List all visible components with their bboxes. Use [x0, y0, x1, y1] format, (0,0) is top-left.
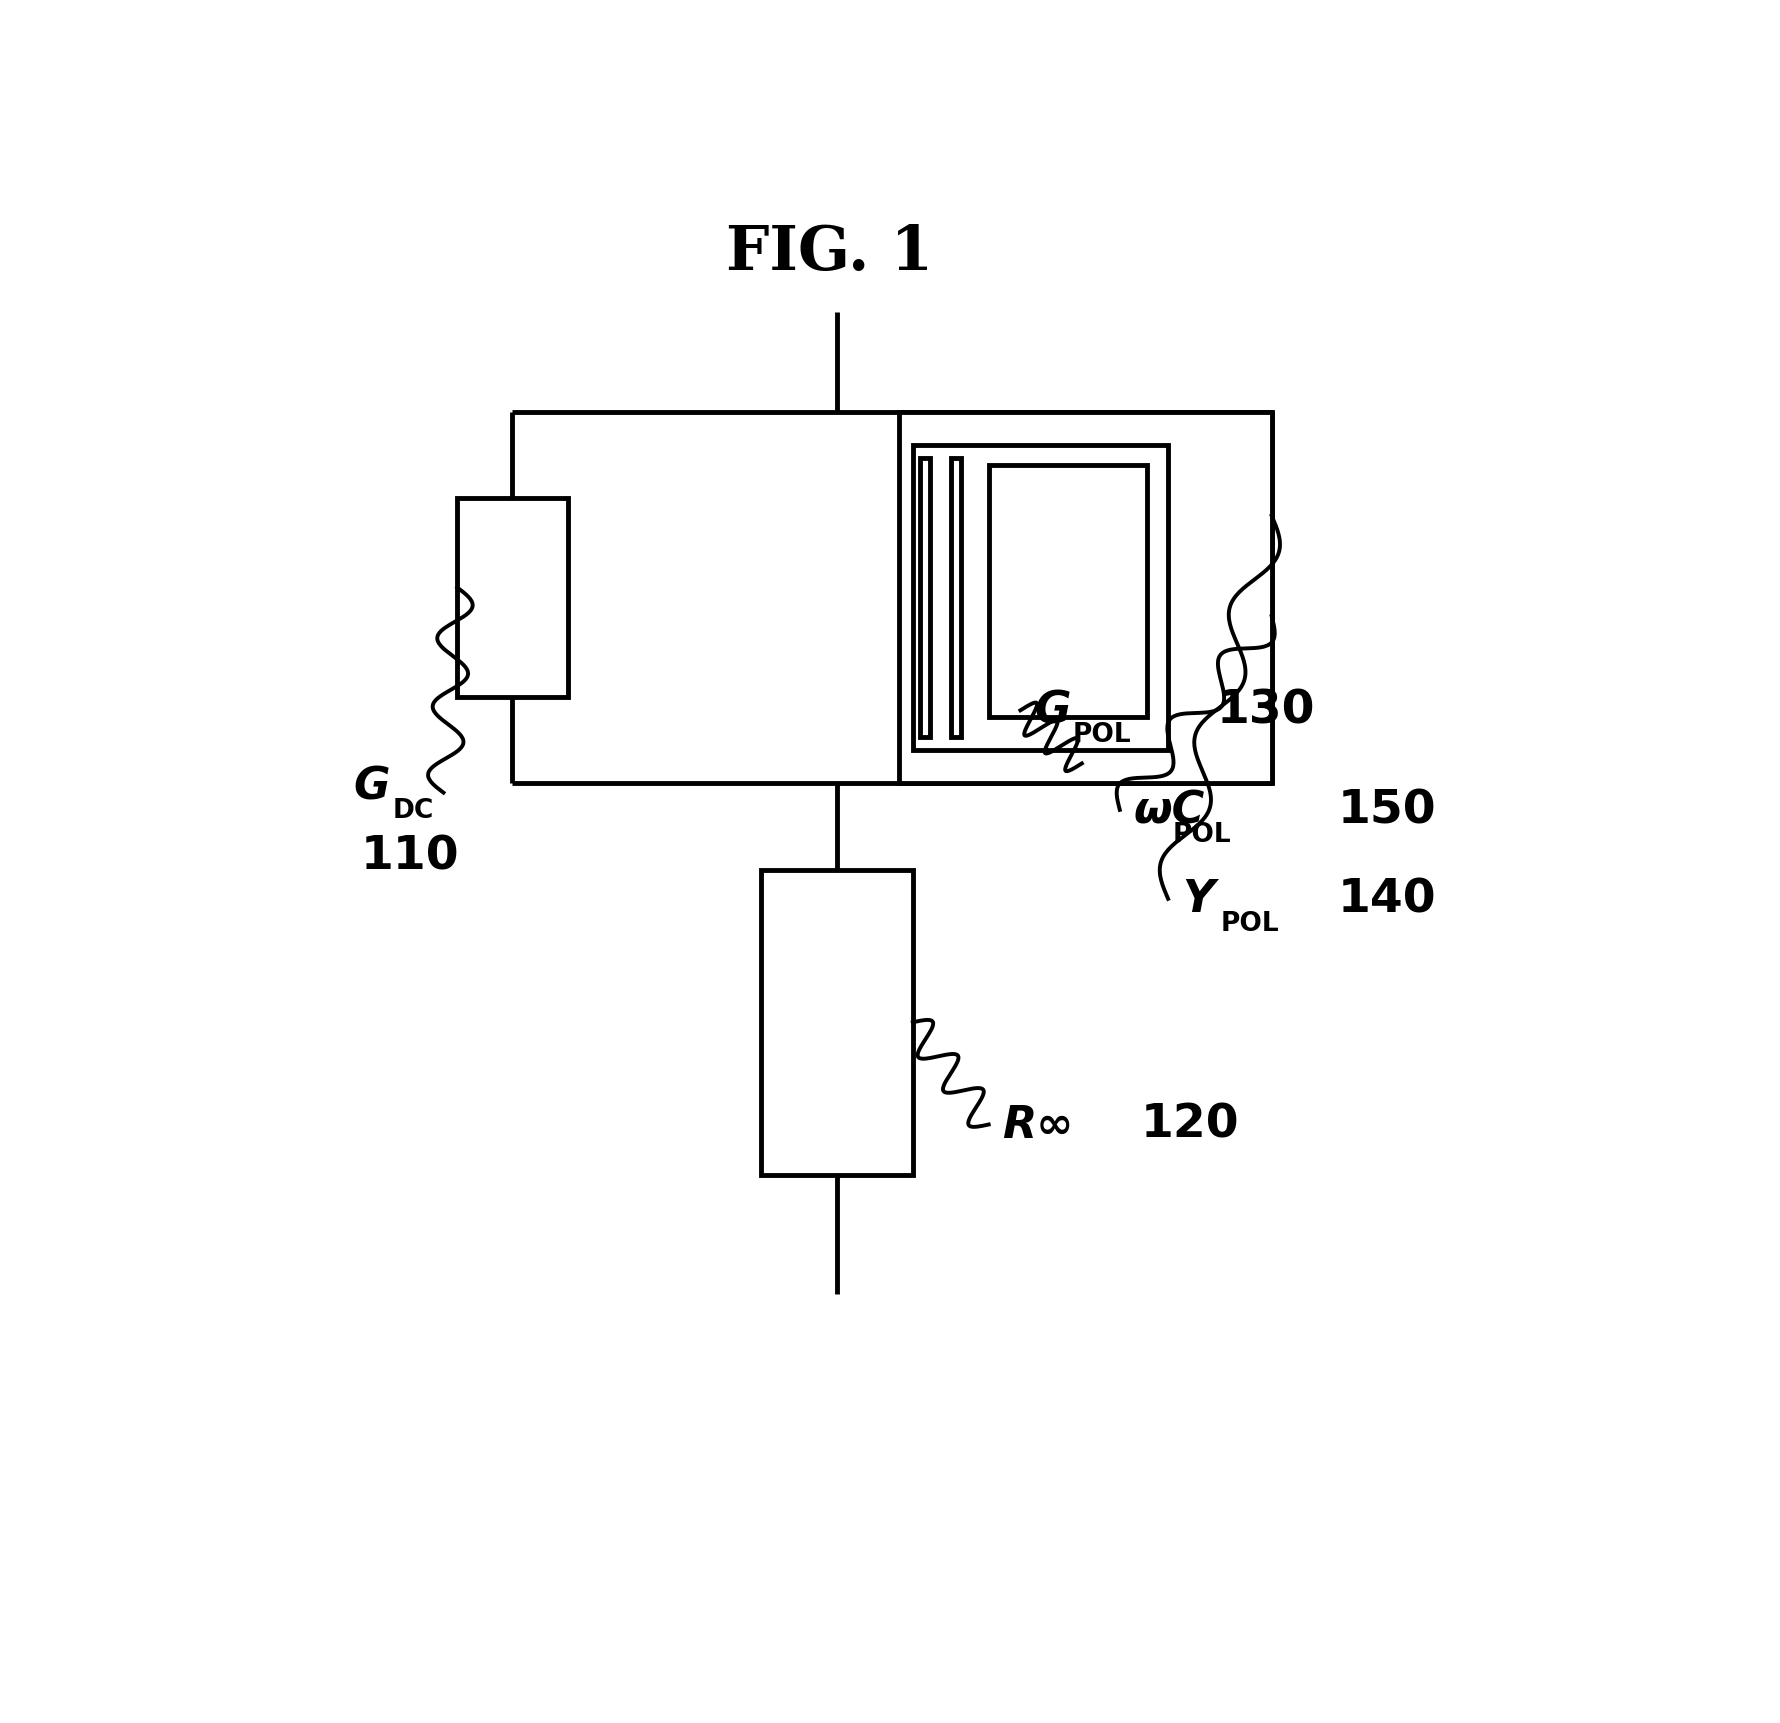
Text: 110: 110 [360, 834, 459, 879]
Bar [457, 498, 568, 698]
Text: POL: POL [1072, 722, 1130, 748]
Text: ωC: ωC [1132, 789, 1205, 832]
Bar [911, 446, 1168, 751]
Bar [760, 870, 911, 1175]
Text: 120: 120 [1139, 1103, 1239, 1148]
Text: 130: 130 [1216, 689, 1314, 734]
Text: G: G [354, 765, 390, 808]
Text: POL: POL [1171, 822, 1230, 848]
Bar [918, 458, 929, 737]
Text: G: G [1034, 689, 1070, 732]
Text: 150: 150 [1337, 787, 1436, 832]
Text: DC: DC [392, 798, 433, 824]
Text: Y: Y [1182, 877, 1214, 920]
Bar [951, 458, 961, 737]
Bar [899, 412, 1271, 784]
Bar [988, 465, 1146, 717]
Text: 140: 140 [1337, 877, 1436, 922]
Text: FIG. 1: FIG. 1 [726, 224, 933, 283]
Text: R∞: R∞ [1002, 1103, 1073, 1146]
Text: POL: POL [1219, 910, 1278, 936]
